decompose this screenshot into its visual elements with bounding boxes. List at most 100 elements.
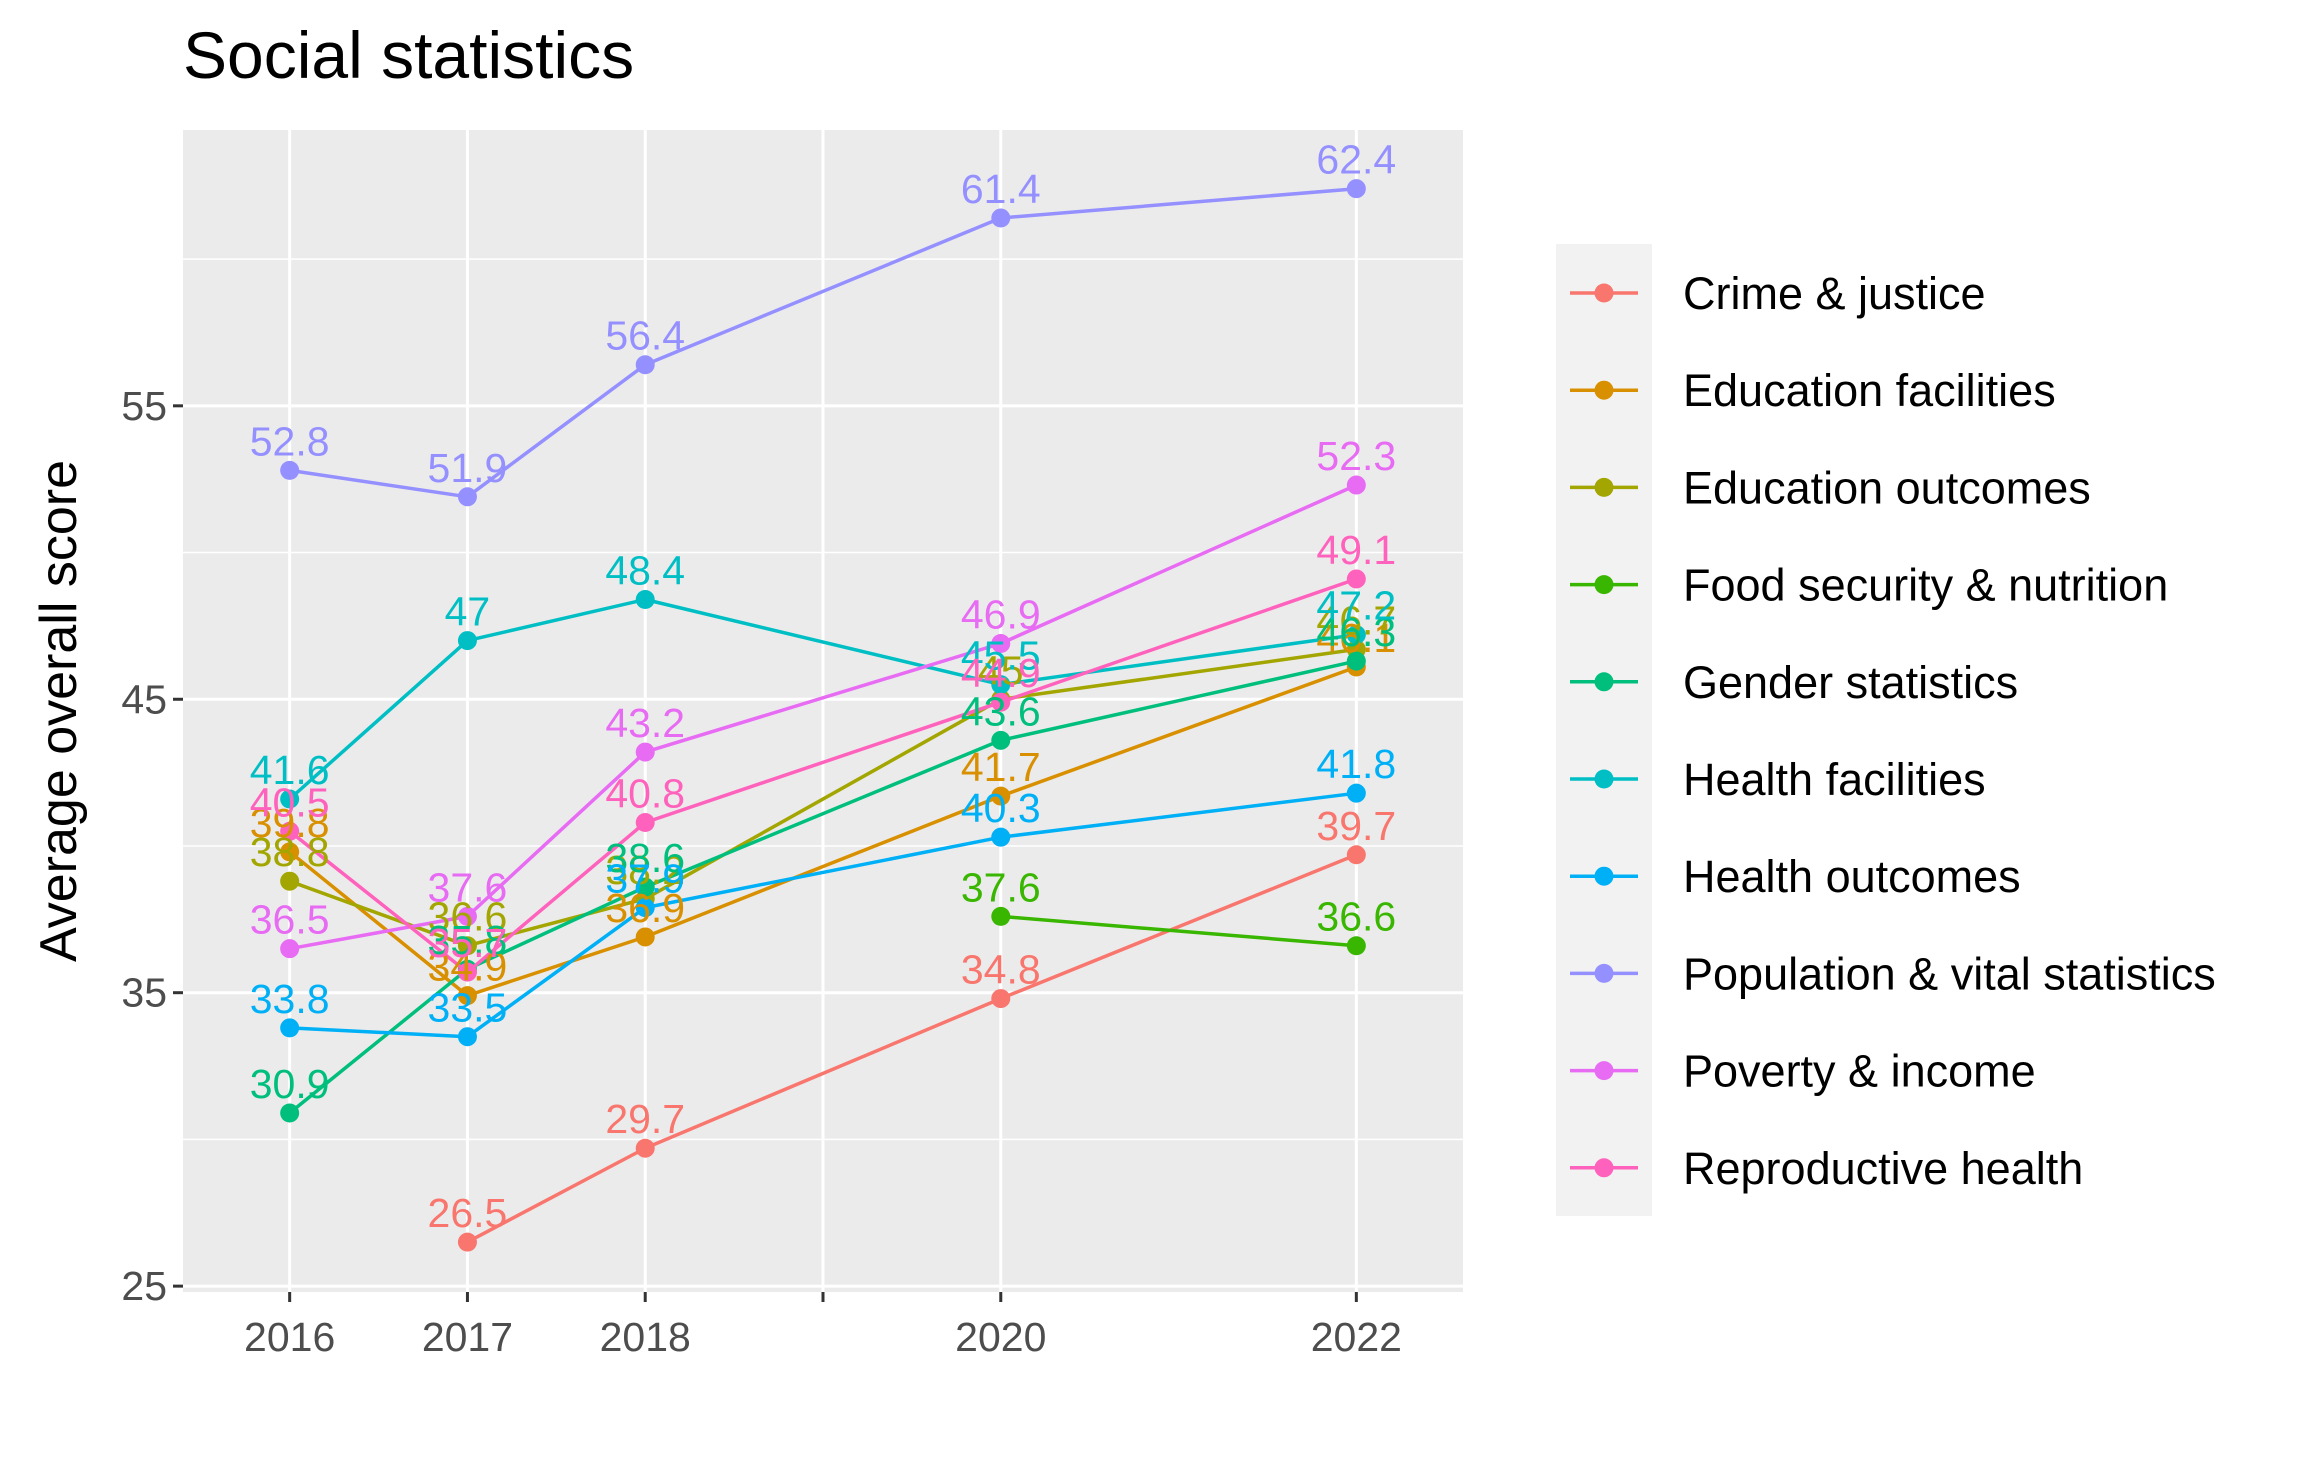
legend-label: Poverty & income [1683, 1046, 2036, 1097]
data-point [991, 786, 1011, 806]
legend-key-point [1594, 575, 1614, 595]
data-label: 45.5 [961, 633, 1041, 679]
x-tick-label: 2018 [600, 1314, 691, 1360]
data-label: 34.8 [961, 947, 1041, 993]
legend-item: Poverty & income [1570, 1046, 2036, 1097]
data-point [991, 827, 1011, 847]
data-label: 46.7 [1316, 597, 1396, 643]
data-point [1346, 845, 1366, 865]
data-label: 52.3 [1316, 433, 1396, 479]
data-labels: 26.5 29.7 34.8 39.7 39.8 34.9 36.9 41.7 46.1 38.8… [250, 137, 1396, 1236]
data-point [635, 589, 655, 609]
axes: 25 35 45 55 2016 2017 2018 2020 2022 [121, 383, 1402, 1360]
x-tick-label: 2022 [1311, 1314, 1402, 1360]
data-label: 37.9 [605, 856, 685, 902]
data-point [1346, 651, 1366, 671]
y-axis-title: Average overall score [30, 460, 88, 962]
data-label: 36.6 [1316, 894, 1396, 940]
data-label: 51.9 [428, 445, 508, 491]
data-label: 26.5 [428, 1190, 508, 1236]
data-label: 38.8 [250, 829, 330, 875]
y-tick-label: 35 [121, 970, 167, 1016]
y-tick-label: 55 [121, 383, 167, 429]
data-point [635, 1138, 655, 1158]
data-point [280, 1103, 300, 1123]
legend-panel [1556, 244, 1652, 1216]
data-point [1346, 569, 1366, 589]
data-label: 35.7 [428, 920, 508, 966]
data-point [1346, 936, 1366, 956]
series-9 [280, 569, 1366, 982]
data-label: 41.7 [961, 744, 1041, 790]
y-tick-label: 25 [121, 1263, 167, 1309]
data-label: 38.2 [605, 847, 685, 893]
data-point [635, 813, 655, 833]
data-label: 49.1 [1316, 527, 1396, 573]
legend-label: Education facilities [1683, 365, 2056, 416]
data-label: 37.6 [428, 864, 508, 910]
data-point [1346, 475, 1366, 495]
data-label: 41.8 [1316, 741, 1396, 787]
legend-item: Population & vital statistics [1570, 948, 2216, 999]
legend-key-point [1594, 672, 1614, 692]
legend: Crime & justice Education facilities Educa… [1570, 268, 2216, 1194]
data-label: 33.5 [428, 985, 508, 1031]
data-label: 30.9 [250, 1061, 330, 1107]
data-label: 46.3 [1316, 609, 1396, 655]
data-point [1346, 783, 1366, 803]
legend-key-point [1594, 380, 1614, 400]
legend-label: Health outcomes [1683, 851, 2021, 902]
data-point [635, 355, 655, 375]
legend-key-point [1594, 866, 1614, 886]
series-7 [280, 179, 1366, 507]
x-tick-label: 2016 [244, 1314, 335, 1360]
legend-item: Education outcomes [1570, 462, 2091, 513]
legend-key-point [1594, 963, 1614, 983]
y-tick-label: 45 [121, 676, 167, 722]
series-line [1000, 914, 1357, 948]
data-label: 56.4 [605, 313, 685, 359]
data-label: 47 [445, 589, 491, 635]
data-label: 48.4 [605, 547, 685, 593]
data-point [991, 208, 1011, 228]
data-point [635, 927, 655, 947]
legend-label: Crime & justice [1683, 268, 1986, 319]
data-label: 46.9 [961, 592, 1041, 638]
data-point [457, 1232, 477, 1252]
legend-label: Population & vital statistics [1683, 948, 2216, 999]
chart-title: Social statistics [183, 18, 634, 92]
data-label: 36.5 [250, 897, 330, 943]
data-point [1346, 625, 1366, 645]
data-label: 34.9 [428, 944, 508, 990]
series-5 [280, 589, 1366, 809]
x-tick-label: 2020 [955, 1314, 1046, 1360]
legend-item: Reproductive health [1570, 1143, 2083, 1194]
data-label: 39.7 [1316, 803, 1396, 849]
data-label: 47.2 [1316, 583, 1396, 629]
legend-key-point [1594, 769, 1614, 789]
data-point [635, 898, 655, 918]
data-label: 62.4 [1316, 137, 1396, 183]
data-point [991, 692, 1011, 712]
data-label: 43.2 [605, 700, 685, 746]
data-point [991, 675, 1011, 695]
data-label: 41.6 [250, 747, 330, 793]
legend-item: Health facilities [1570, 754, 1986, 805]
legend-key-point [1594, 1158, 1614, 1178]
legend-label: Health facilities [1683, 754, 1986, 805]
legend-label: Food security & nutrition [1683, 560, 2168, 611]
data-label: 61.4 [961, 166, 1041, 212]
data-point [457, 906, 477, 926]
legend-item: Food security & nutrition [1570, 560, 2168, 611]
legend-label: Gender statistics [1683, 657, 2018, 708]
data-label: 29.7 [605, 1096, 685, 1142]
data-point [457, 487, 477, 507]
data-point [991, 906, 1011, 926]
data-point [991, 730, 1011, 750]
data-label: 37.6 [961, 864, 1041, 910]
data-label: 40.8 [605, 771, 685, 817]
x-tick-label: 2017 [422, 1314, 513, 1360]
data-label: 40.3 [961, 785, 1041, 831]
data-label: 36.6 [428, 894, 508, 940]
